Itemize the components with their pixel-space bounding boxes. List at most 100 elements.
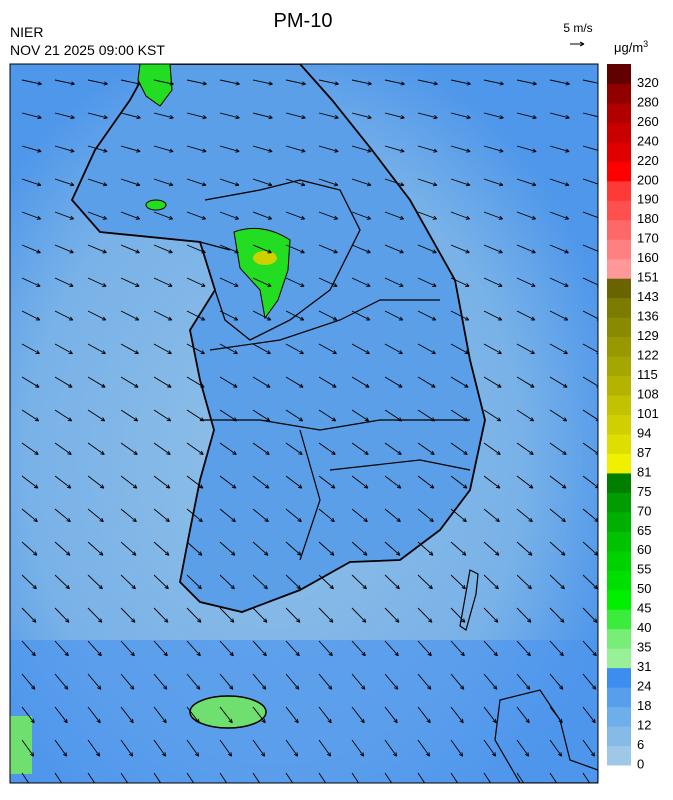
colorbar-label: 87	[637, 445, 651, 460]
wind-arrow	[318, 343, 337, 355]
wind-arrow	[549, 508, 566, 523]
wind-arrow	[549, 673, 564, 690]
wind-arrow	[219, 574, 235, 590]
wind-arrow	[120, 376, 139, 388]
wind-arrow	[450, 706, 464, 724]
wind-arrow	[450, 376, 469, 388]
wind-arrow	[351, 706, 365, 724]
wind-arrow	[450, 211, 471, 220]
wind-arrow	[483, 211, 504, 220]
wind-arrow	[516, 376, 535, 388]
unit-label: μg/m3	[614, 39, 648, 55]
wind-arrow	[285, 244, 305, 254]
wind-arrow	[120, 409, 139, 422]
wind-arrow	[21, 79, 42, 86]
wind-arrow	[483, 277, 503, 287]
wind-arrow	[384, 145, 405, 153]
wind-arrow	[285, 112, 306, 120]
wind-arrow	[516, 475, 534, 489]
wind-arrow	[417, 112, 438, 120]
colorbar-label: 75	[637, 484, 651, 499]
wind-arrow	[285, 475, 303, 489]
wind-arrow	[252, 244, 272, 254]
colorbar-label: 170	[637, 231, 659, 246]
wind-arrow	[516, 442, 534, 455]
colorbar-band	[607, 375, 631, 396]
colorbar-band	[607, 141, 631, 162]
wind-arrow	[54, 343, 73, 355]
wind-arrow	[417, 607, 433, 623]
colorbar-band	[607, 122, 631, 143]
wind-arrow	[153, 706, 167, 724]
wind-arrow	[582, 640, 597, 657]
colorbar-label: 180	[637, 211, 659, 226]
wind-arrow	[21, 211, 42, 220]
colorbar-label: 12	[637, 717, 651, 732]
wind-arrow	[21, 541, 38, 556]
wind-arrow	[516, 574, 532, 590]
wind-arrow	[549, 112, 570, 120]
wind-arrow	[285, 145, 306, 153]
wind-arrow	[318, 706, 332, 724]
wind-arrow	[582, 706, 596, 724]
wind-arrow	[252, 442, 270, 455]
agency: NIER	[10, 24, 43, 40]
wind-arrow	[54, 310, 74, 321]
island	[459, 569, 479, 631]
colorbar-band	[607, 609, 631, 630]
wind-arrow	[384, 541, 401, 556]
colorbar-band	[607, 687, 631, 708]
colorbar-label: 31	[637, 659, 651, 674]
wind-arrow	[549, 211, 570, 220]
wind-arrow	[153, 673, 168, 690]
wind-arrow	[549, 145, 570, 153]
wind-arrow	[417, 541, 434, 556]
wind-arrow	[120, 211, 141, 220]
wind-arrow	[120, 145, 141, 153]
wind-arrow	[54, 409, 73, 422]
colorbar-band	[607, 628, 631, 649]
wind-arrow	[351, 772, 360, 783]
wind-arrow	[219, 310, 239, 321]
wind-arrow	[318, 409, 337, 422]
wind-arrow	[219, 244, 239, 254]
high-pm-north	[137, 64, 173, 107]
wind-arrow	[516, 508, 533, 523]
wind-arrow	[384, 673, 399, 690]
wind-arrow	[417, 310, 437, 321]
colorbar-band	[607, 531, 631, 552]
wind-arrow	[384, 178, 405, 187]
wind-arrow	[351, 277, 371, 287]
wind-arrow	[450, 640, 465, 657]
colorbar-band	[607, 453, 631, 474]
wind-arrow	[516, 277, 536, 287]
wind-arrow	[252, 772, 261, 783]
colorbar-band	[607, 297, 631, 318]
wind-arrow	[186, 211, 207, 220]
wind-arrow	[318, 211, 339, 220]
wind-arrow	[186, 772, 195, 783]
wind-arrow	[417, 640, 432, 657]
wind-arrow	[483, 343, 502, 355]
sea-band	[10, 640, 598, 783]
wind-arrow	[318, 277, 338, 287]
wind-arrow	[582, 772, 591, 783]
wind-arrow	[483, 640, 498, 657]
wind-arrow	[219, 376, 238, 388]
wind-arrow	[186, 508, 203, 523]
wind-arrow	[219, 442, 237, 455]
wind-arrow	[219, 508, 236, 523]
wind-arrow	[351, 442, 369, 455]
wind-arrow	[153, 640, 168, 657]
wind-arrow	[483, 607, 499, 623]
wind-scale-label: 5 m/s	[563, 21, 592, 35]
wind-arrow	[318, 673, 333, 690]
wind-arrow	[549, 574, 565, 590]
wind-arrow	[351, 640, 366, 657]
wind-arrow	[450, 409, 469, 422]
wind-arrow	[582, 145, 598, 151]
colorbar: 0 6 12 18 24 31 35 40 45 50 55 60 65 70 75 81 87 94 101 108…	[607, 64, 659, 771]
colorbar-band	[607, 161, 631, 182]
wind-arrow	[87, 739, 101, 757]
